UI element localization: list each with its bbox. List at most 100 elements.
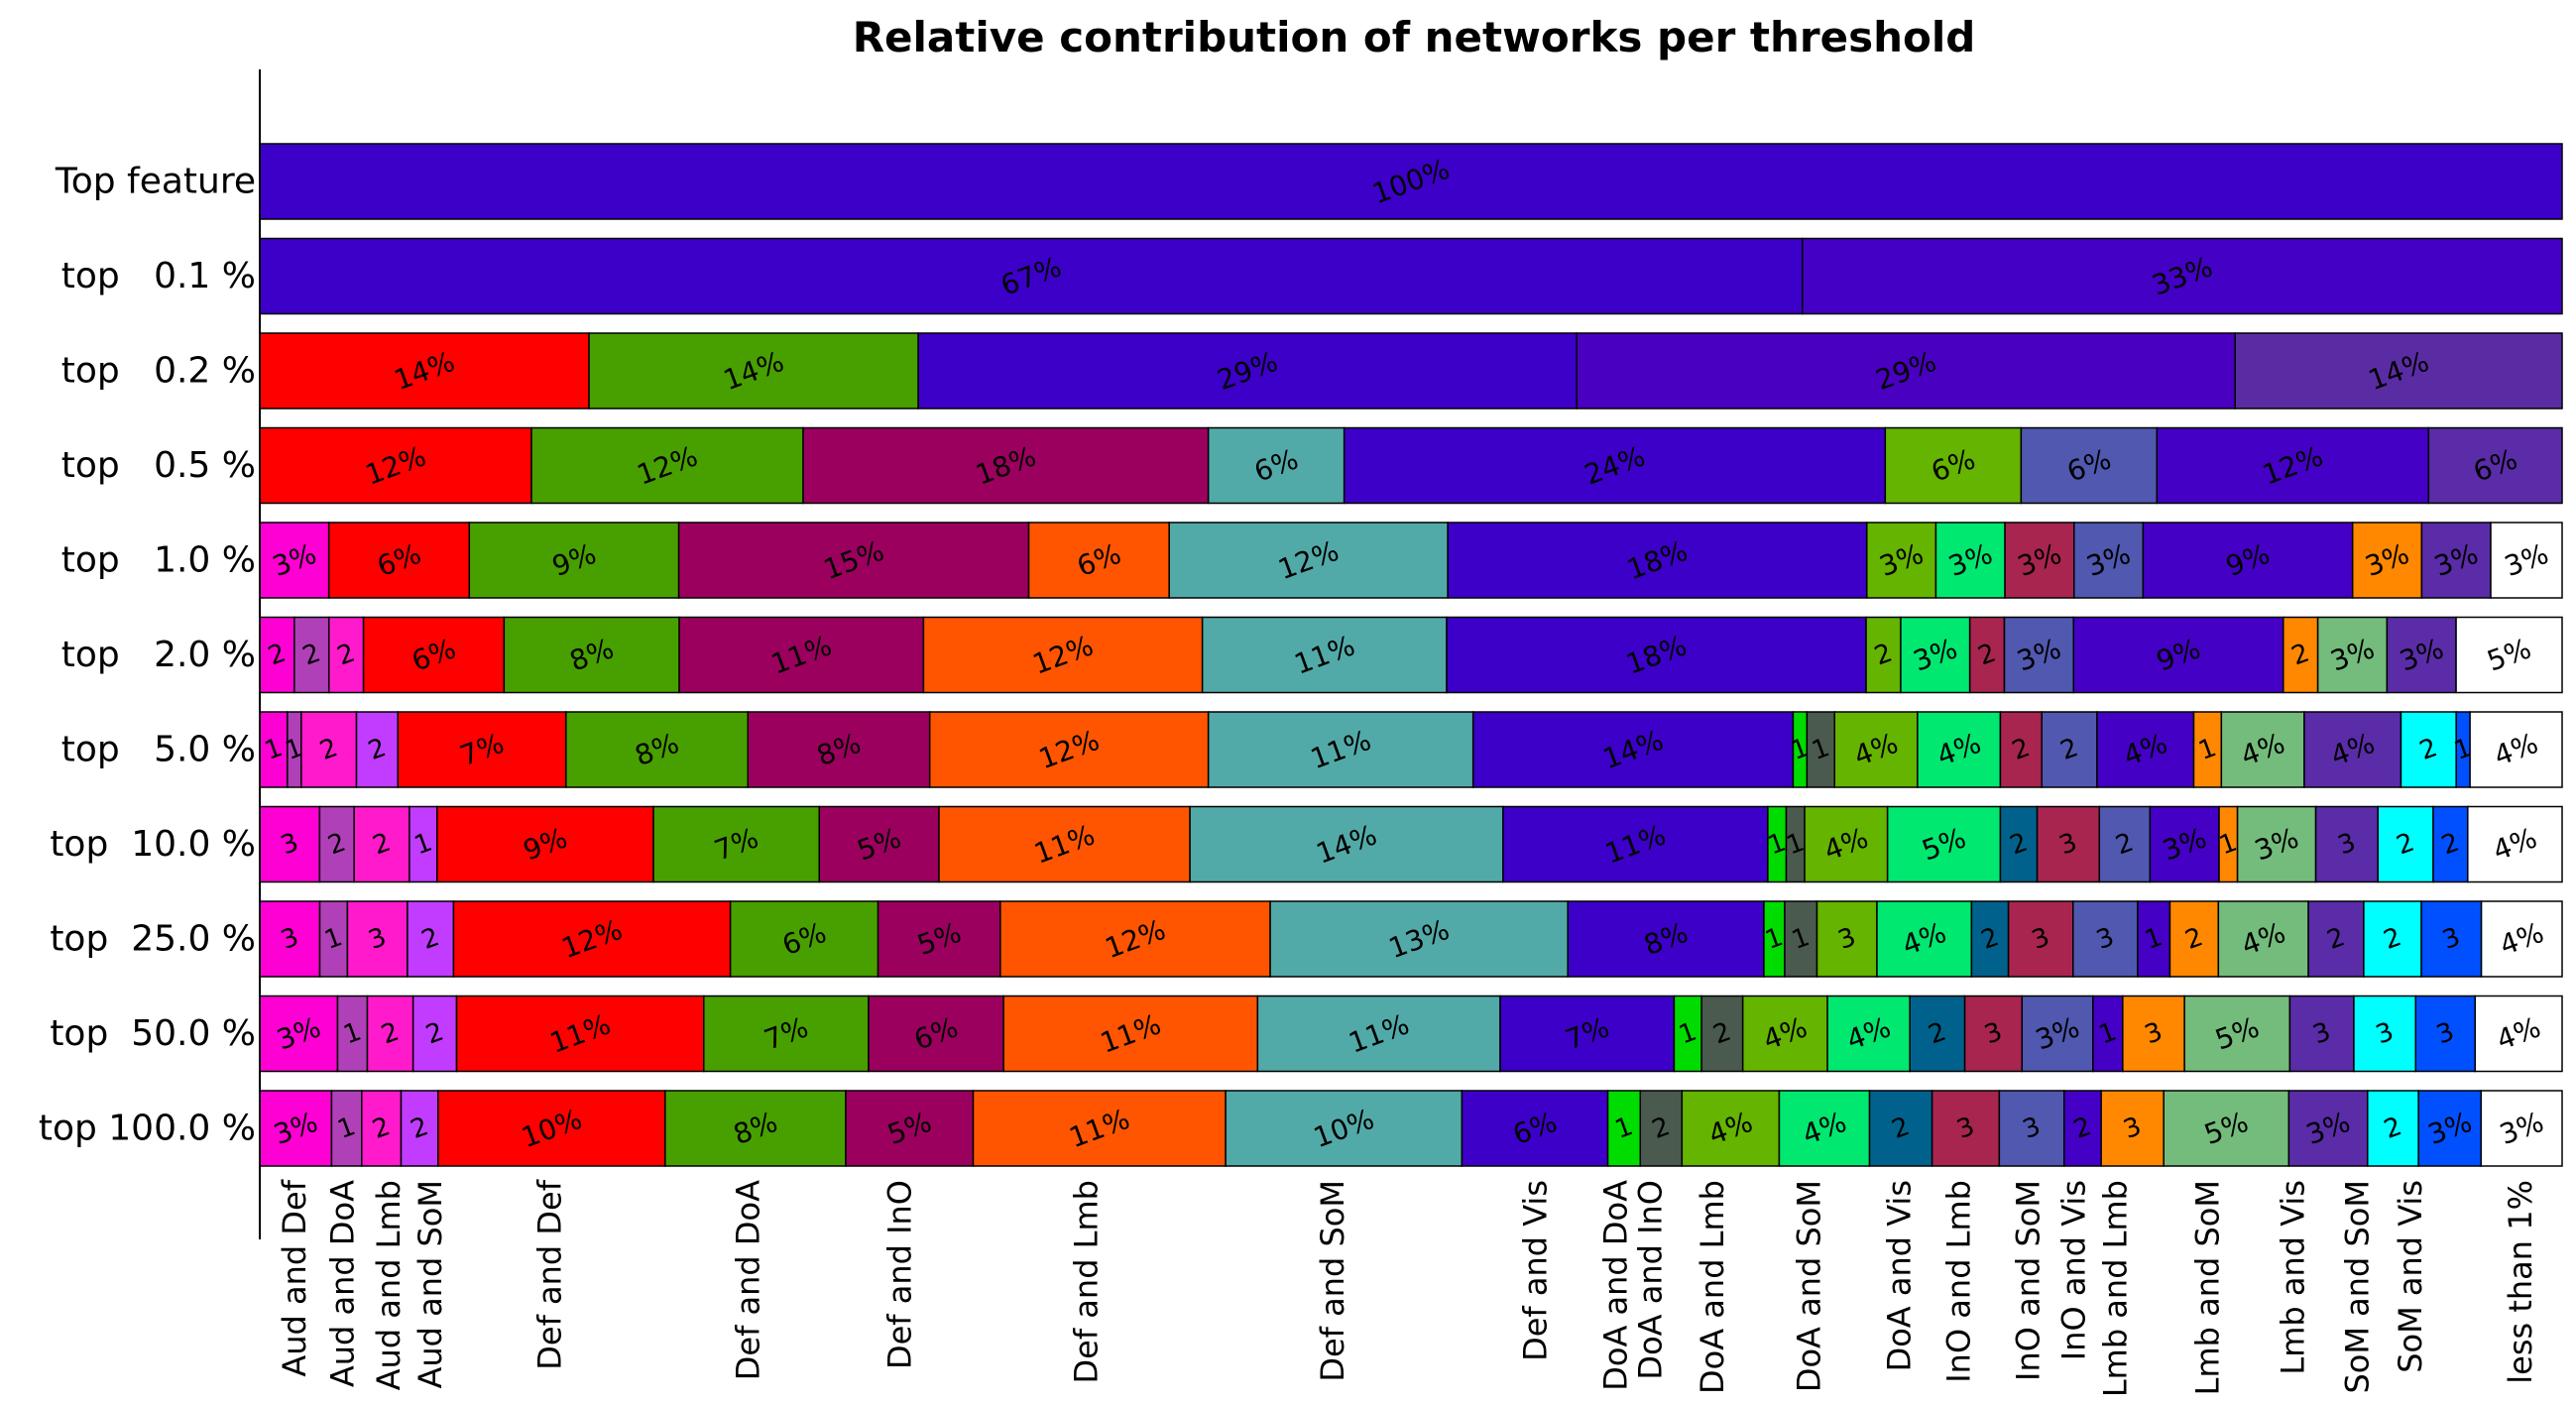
bar-segment-aud-and-def xyxy=(259,1090,333,1167)
x-tick-label: Def and SoM xyxy=(1314,1180,1351,1382)
bar-segment-aud-and-lmb xyxy=(327,616,365,694)
bar-segment-doa-and-som xyxy=(1934,522,2006,599)
bar-segment-less-than-1 xyxy=(2469,711,2563,788)
bar-segment-doa-and-lmb xyxy=(1866,522,1937,599)
bar-segment-aud-and-lmb xyxy=(366,995,414,1073)
bar-segment-def-and-doa xyxy=(468,522,680,599)
bar-segment-def-and-def xyxy=(259,426,532,505)
bar-row-top-0-5: 12% 12% 18% 6% 24% 6% 6% 12% 6% xyxy=(259,426,2563,505)
bar-segment-ino-and-vis xyxy=(2092,995,2124,1073)
bar-row-top-0-1: 67% 33% xyxy=(259,237,2563,315)
y-tick-label: top 100.0 % xyxy=(39,1109,256,1149)
y-tick-label: top 0.5 % xyxy=(61,445,256,486)
bar-segment-doa-and-lmb xyxy=(1804,805,1889,883)
bar-segment-def-and-doa xyxy=(565,711,750,788)
bar-segment-aud-and-som xyxy=(411,995,458,1073)
bar-segment-doa-and-ino xyxy=(1639,1090,1684,1167)
bar-segment-som-and-som xyxy=(2367,1090,2419,1167)
bar-segment-doa-and-som xyxy=(1886,805,2002,883)
bar-segment-def-and-def xyxy=(452,900,732,978)
x-tick-label: Lmb and Vis xyxy=(2274,1180,2311,1375)
bar-row-top-1-0: 3% 6% 9% 15% 6% 12% 18% 3% 3% 3% 3% 9% 3% 3% 3% xyxy=(259,522,2563,599)
bar-segment-som-and-vis xyxy=(2420,900,2483,978)
bar-segment-doa-and-vis xyxy=(1909,995,1966,1073)
bar-segment-def-and-def xyxy=(455,995,705,1073)
bar-segment-aud-and-lmb xyxy=(361,1090,403,1167)
bar-segment-doa-and-ino xyxy=(1700,995,1744,1073)
bar-segment-less-than-1 xyxy=(2480,1090,2563,1167)
bar-segment-ino-and-lmb xyxy=(1931,1090,2001,1167)
y-tick-label: top 1.0 % xyxy=(61,540,256,581)
bar-segment-lmb-and-lmb xyxy=(2168,900,2220,978)
x-tick-label: Def and Def xyxy=(531,1179,569,1369)
bar-segment-doa-and-doa xyxy=(1673,995,1702,1073)
bar-segment-def-and-lmb xyxy=(928,711,1210,788)
bar-segment-def-and-vis xyxy=(1461,1090,1609,1167)
y-tick-label: top 5.0 % xyxy=(61,730,256,770)
x-tick-label: InO and SoM xyxy=(2009,1180,2047,1381)
bar-segment-def-and-ino xyxy=(868,995,1004,1073)
x-tick-label: Aud and Def xyxy=(276,1179,313,1376)
bar-segment-lmb-and-vis xyxy=(2307,900,2365,978)
bar-segment-lmb-and-som xyxy=(2183,995,2291,1073)
bar-segment-def-and-def xyxy=(437,1090,666,1167)
bar-segment-doa-and-som xyxy=(1917,711,2002,788)
bar-segment-def-and-vis xyxy=(259,237,1804,315)
bar-segment-aud-and-som xyxy=(409,805,438,883)
bar-segment-def-and-doa xyxy=(503,616,680,694)
bar-segment-som-and-som xyxy=(2353,995,2417,1073)
bar-segment-def-and-ino xyxy=(818,805,940,883)
bar-segment-less-than-1 xyxy=(2474,995,2563,1073)
x-tick-label: Aud and Lmb xyxy=(370,1180,408,1390)
bar-segment-def-and-lmb xyxy=(1002,995,1259,1073)
bar-segment-lmb-and-vis xyxy=(2427,426,2563,505)
bar-segment-def-and-def xyxy=(259,332,590,410)
y-tick-label: top 50.0 % xyxy=(50,1013,256,1054)
bar-segment-def-and-ino xyxy=(678,616,925,694)
bar-segment-doa-and-lmb xyxy=(1681,1090,1781,1167)
bar-segment-ino-and-vis xyxy=(2142,522,2354,599)
bar-segment-ino-and-som xyxy=(2072,522,2145,599)
bar-segment-aud-and-som xyxy=(407,900,455,978)
x-tick-label: Def and Vis xyxy=(1516,1180,1554,1361)
bar-segment-def-and-def xyxy=(436,805,654,883)
bar-segment-doa-and-ino xyxy=(1784,900,1818,978)
x-tick-label: Aud and SoM xyxy=(411,1180,449,1389)
bar-segment-def-and-vis xyxy=(1567,900,1765,978)
x-tick-label: DoA and DoA xyxy=(1597,1180,1635,1391)
bar-segment-def-and-som xyxy=(1168,522,1449,599)
bar-segment-def-and-vis xyxy=(1446,616,1867,694)
bar-segment-def-and-def xyxy=(327,522,471,599)
bar-segment-doa-and-som xyxy=(1778,1090,1871,1167)
bar-segment-ino-and-lmb xyxy=(2004,522,2075,599)
bar-segment-def-and-doa xyxy=(530,426,804,505)
y-axis-tick-labels: Top feature top 0.1 % top 0.2 % top 0.5 % to… xyxy=(39,162,256,1149)
bar-segment-doa-and-vis xyxy=(1970,900,2010,978)
bar-segment-lmb-and-vis xyxy=(2386,616,2457,694)
bar-segment-def-and-doa xyxy=(664,1090,847,1167)
bar-segment-ino-and-som xyxy=(2020,426,2159,505)
bar-segment-def-and-doa xyxy=(703,995,870,1073)
bar-segment-def-and-lmb xyxy=(922,616,1204,694)
bar-segment-def-and-ino xyxy=(677,522,1030,599)
x-tick-label: Def and InO xyxy=(881,1180,919,1369)
bar-segment-ino-and-lmb xyxy=(2036,805,2101,883)
bar-segment-def-and-som xyxy=(1201,616,1448,694)
bar-segment-def-and-som xyxy=(1225,1090,1464,1167)
x-tick-label: InO and Vis xyxy=(2055,1180,2093,1360)
bar-segment-def-and-vis xyxy=(1343,426,1887,505)
x-tick-label: Def and Lmb xyxy=(1068,1180,1106,1383)
bar-row-top-10-0: 3 2 2 1 9% 7% 5% 11% 14% 11% 11 4% 5% 2 3 2 3% 1 3% 3 2 2 4% xyxy=(259,805,2563,883)
bar-segment-def-and-som xyxy=(1256,995,1501,1073)
bar-segment-def-and-vis xyxy=(1471,711,1795,788)
bar-segment-def-and-ino xyxy=(877,900,1001,978)
bar-segment-def-and-lmb xyxy=(999,900,1271,978)
bar-segment-ino-and-som xyxy=(2021,995,2094,1073)
bar-segment-ino-and-vis xyxy=(2072,616,2284,694)
bar-segment-ino-and-vis xyxy=(2137,900,2171,978)
bar-segment-ino-and-som xyxy=(2003,616,2074,694)
bar-segment-def-and-vis xyxy=(259,143,2563,220)
bar-segment-lmb-and-vis xyxy=(2288,995,2355,1073)
bar-segment-lmb-and-vis xyxy=(2314,805,2379,883)
bar-segment-som-and-vis xyxy=(2417,1090,2482,1167)
